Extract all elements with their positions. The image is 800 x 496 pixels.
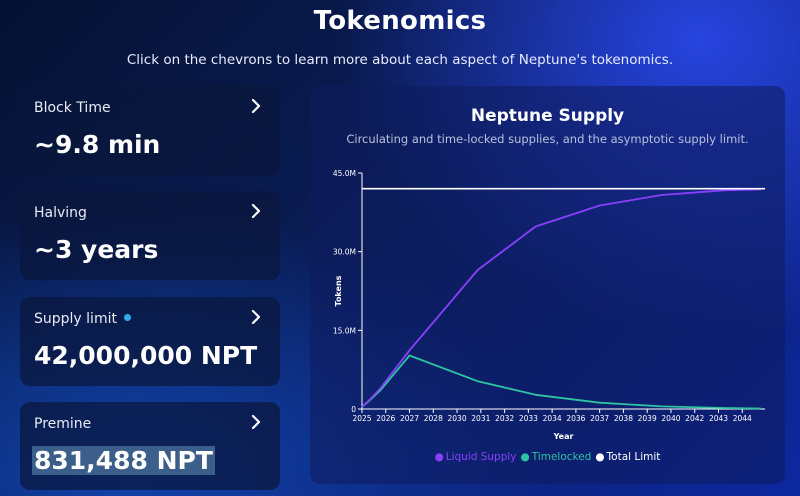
y-tick-label: 0 [351, 405, 356, 414]
x-tick-label: 2025 [352, 414, 371, 423]
card-label: Block Time [34, 100, 111, 116]
y-tick-label: 45.0M [333, 169, 356, 178]
card-value: 42,000,000 NPT [34, 341, 258, 370]
card-label: Premine [34, 416, 92, 432]
page-subtitle: Click on the chevrons to learn more abou… [126, 52, 674, 68]
x-tick-label: 2034 [543, 414, 562, 423]
chevron-right-icon[interactable] [248, 98, 264, 114]
supply-chart-panel: Neptune Supply Circulating and time-lock… [310, 86, 785, 484]
x-tick-label: 2036 [566, 414, 585, 423]
legend-item[interactable]: ● Timelocked [521, 451, 592, 463]
chart-title: Neptune Supply [470, 106, 625, 126]
card-value: ~3 years [34, 235, 159, 264]
x-tick-label: 2030 [448, 414, 467, 423]
legend-label: Total Limit [606, 451, 661, 463]
legend-item[interactable]: ● Liquid Supply [435, 451, 517, 463]
card-value: ~9.8 min [34, 130, 161, 159]
x-tick-label: 2044 [733, 414, 752, 423]
x-tick-label: 2026 [376, 414, 395, 423]
chevron-right-icon[interactable] [248, 414, 264, 430]
x-tick-label: 2040 [661, 414, 680, 423]
card-value: 831,488 NPT [32, 446, 215, 475]
card-label: Supply limit [34, 311, 131, 327]
x-tick-label: 2037 [590, 414, 609, 423]
legend-dot-icon: ● [595, 451, 605, 463]
chevron-right-icon[interactable] [248, 309, 264, 325]
x-axis-label: Year [553, 432, 574, 441]
x-tick-label: 2043 [709, 414, 728, 423]
chart-subtitle: Circulating and time-locked supplies, an… [346, 132, 749, 146]
chart-legend: ● Liquid Supply ● Timelocked ● Total Limit [310, 451, 785, 463]
x-tick-label: 2028 [424, 414, 443, 423]
y-axis-label: Tokens [334, 275, 343, 306]
legend-dot-icon: ● [520, 451, 530, 463]
y-tick-label: 15.0M [333, 326, 356, 335]
legend-label: Timelocked [531, 451, 592, 463]
supply-chart: 0 15.0M 30.0M 45.0M 2025 2026 2027 2028 2030 2031… [333, 169, 765, 441]
card-supply-limit[interactable]: Supply limit 42,000,000 NPT [20, 297, 280, 386]
card-label: Halving [34, 205, 87, 221]
x-tick-label: 2042 [685, 414, 704, 423]
info-dot-icon [123, 314, 131, 321]
x-tick-label: 2033 [519, 414, 538, 423]
page-title: Tokenomics [313, 6, 487, 36]
legend-dot-icon: ● [434, 451, 444, 463]
chevron-right-icon[interactable] [248, 203, 264, 219]
x-tick-label: 2039 [638, 414, 657, 423]
card-premine[interactable]: Premine 831,488 NPT [20, 402, 280, 490]
x-tick-label: 2038 [614, 414, 633, 423]
selected-text: 831,488 NPT [32, 446, 215, 475]
card-halving[interactable]: Halving ~3 years [20, 191, 280, 280]
liquid-supply-line [361, 188, 761, 408]
legend-item[interactable]: ● Total Limit [595, 451, 660, 463]
card-block-time[interactable]: Block Time ~9.8 min [20, 86, 280, 176]
card-label-text: Supply limit [34, 311, 117, 327]
y-tick-label: 30.0M [333, 248, 356, 257]
legend-label: Liquid Supply [445, 451, 517, 463]
timelocked-line [361, 354, 761, 410]
x-tick-label: 2027 [400, 414, 419, 423]
x-tick-label: 2032 [495, 414, 514, 423]
x-tick-label: 2031 [471, 414, 490, 423]
